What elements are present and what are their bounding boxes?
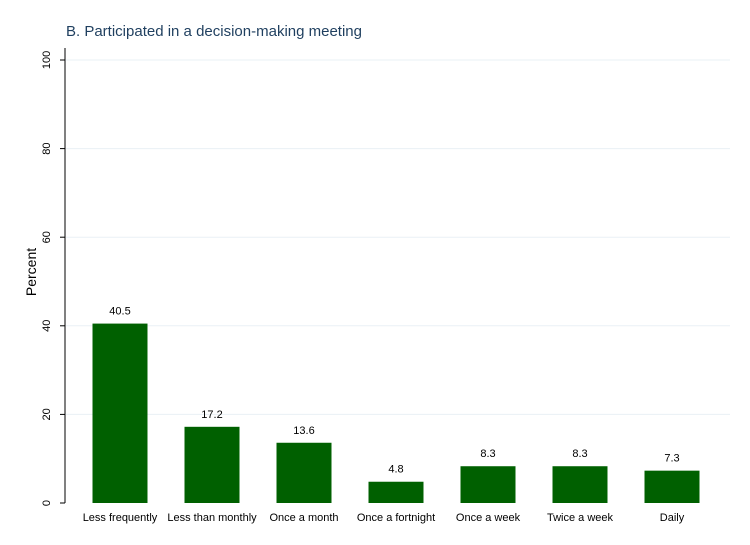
y-axis-label: Percent <box>23 248 39 296</box>
y-tick-label-100: 100 <box>41 51 53 69</box>
bar-5 <box>552 466 608 503</box>
x-axis-ticks: Less frequently Less than monthly Once a m… <box>83 512 685 524</box>
data-label-3: 4.8 <box>388 464 403 476</box>
gridlines <box>66 59 730 415</box>
x-tick-label-3: Once a fortnight <box>357 512 435 524</box>
y-axis-ticks: 0 20 40 60 80 100 <box>41 51 65 506</box>
y-tick-label-20: 20 <box>41 408 53 420</box>
bars: 40.5 17.2 13.6 4.8 8.3 8.3 7.3 <box>92 306 700 503</box>
y-tick-label-60: 60 <box>41 231 53 243</box>
data-label-0: 40.5 <box>109 306 130 318</box>
data-label-5: 8.3 <box>572 448 587 460</box>
bar-2 <box>276 442 332 503</box>
data-label-4: 8.3 <box>480 448 495 460</box>
y-tick-label-0: 0 <box>41 500 53 506</box>
x-tick-label-6: Daily <box>660 512 685 524</box>
bar-1 <box>184 426 240 503</box>
bar-3 <box>368 481 424 503</box>
bar-6 <box>644 470 700 503</box>
y-tick-label-40: 40 <box>41 320 53 332</box>
bar-4 <box>460 466 516 503</box>
data-label-2: 13.6 <box>293 425 314 437</box>
x-tick-label-2: Once a month <box>269 512 338 524</box>
x-tick-label-5: Twice a week <box>547 512 614 524</box>
bar-0 <box>92 323 148 503</box>
x-tick-label-0: Less frequently <box>83 512 158 524</box>
chart-title: B. Participated in a decision-making mee… <box>66 23 362 40</box>
x-tick-label-4: Once a week <box>456 512 521 524</box>
data-label-6: 7.3 <box>664 453 679 465</box>
data-label-1: 17.2 <box>201 409 222 421</box>
y-tick-label-80: 80 <box>41 142 53 154</box>
x-tick-label-1: Less than monthly <box>167 512 257 524</box>
